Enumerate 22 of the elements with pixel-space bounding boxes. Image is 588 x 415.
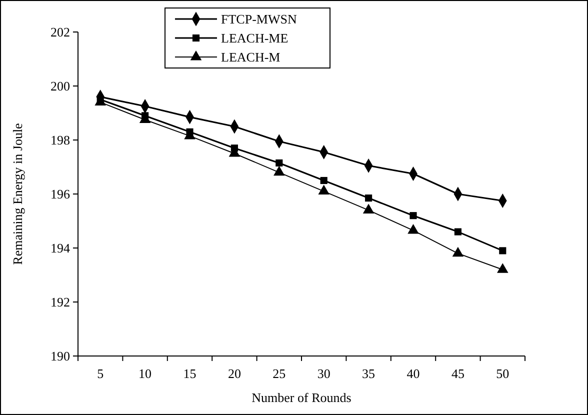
x-tick-label: 5 bbox=[97, 366, 104, 381]
y-tick-label: 200 bbox=[50, 78, 70, 94]
x-tick-label: 20 bbox=[228, 366, 241, 381]
y-tick-label: 198 bbox=[50, 132, 70, 148]
y-tick-label: 202 bbox=[50, 24, 70, 40]
legend-label: LEACH-ME bbox=[221, 30, 288, 46]
y-tick-label: 194 bbox=[50, 240, 70, 256]
x-tick-label: 45 bbox=[451, 366, 464, 381]
x-tick-label: 15 bbox=[183, 366, 196, 381]
x-tick-label: 30 bbox=[317, 366, 330, 381]
y-tick-label: 192 bbox=[50, 294, 70, 310]
x-tick-label: 50 bbox=[496, 366, 510, 381]
y-tick-label: 190 bbox=[50, 348, 70, 364]
y-axis-title: Remaining Energy in Joule bbox=[10, 122, 25, 265]
x-tick-label: 25 bbox=[272, 366, 286, 381]
x-tick-label: 10 bbox=[138, 366, 152, 381]
x-tick-label: 40 bbox=[406, 366, 420, 381]
x-tick-label: 35 bbox=[362, 366, 376, 381]
y-tick-label: 196 bbox=[50, 186, 70, 202]
x-axis-title: Number of Rounds bbox=[252, 390, 352, 405]
legend-label: FTCP-MWSN bbox=[221, 12, 298, 27]
legend-label: LEACH-M bbox=[221, 50, 281, 65]
